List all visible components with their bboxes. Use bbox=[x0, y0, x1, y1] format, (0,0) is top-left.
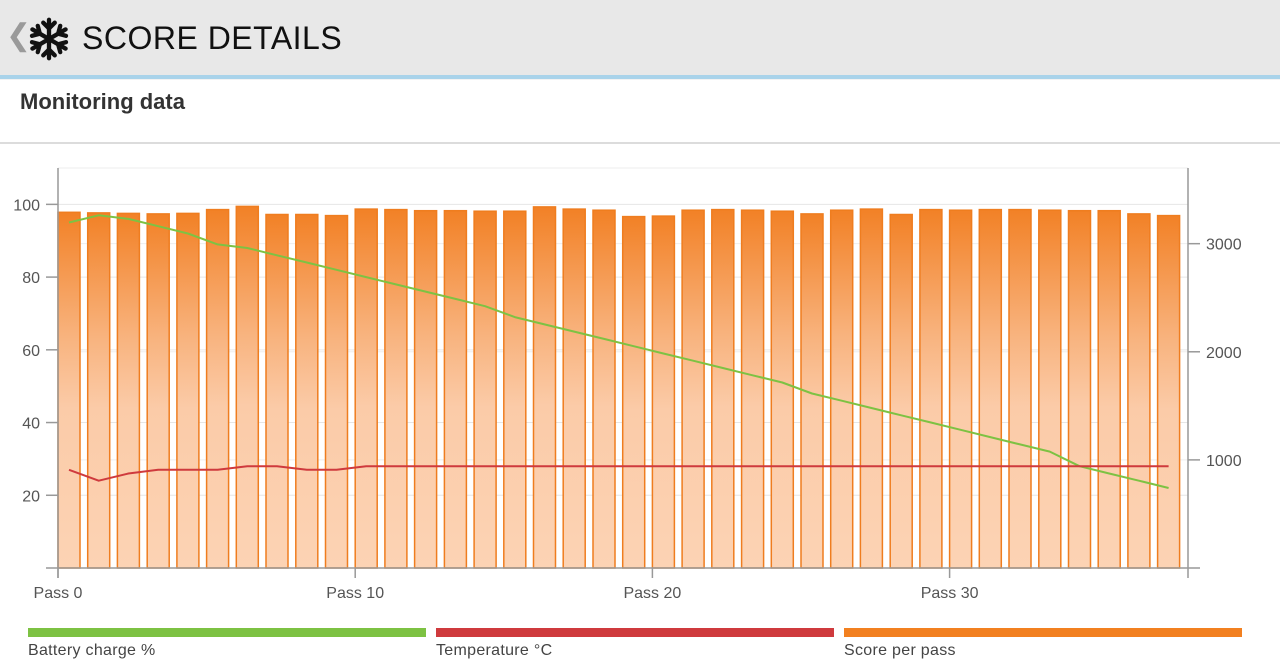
score-bar bbox=[354, 208, 378, 569]
score-bar bbox=[265, 213, 289, 569]
score-bar bbox=[829, 209, 854, 569]
axes: 20 40 60 80 100 1000 2000 3000 Pass 0 Pass 10 Pass… bbox=[13, 168, 1242, 602]
section-title: Monitoring data bbox=[20, 89, 185, 114]
y-left-tick-label: 80 bbox=[22, 270, 40, 287]
chart-svg: 20 40 60 80 100 1000 2000 3000 Pass 0 Pass 10 Pass… bbox=[13, 167, 1242, 602]
x-tick-label: Pass 0 bbox=[34, 585, 83, 602]
score-bar bbox=[859, 208, 884, 569]
score-bar bbox=[473, 210, 497, 569]
score-bar bbox=[770, 210, 795, 569]
y-right-tick-label: 1000 bbox=[1206, 453, 1242, 470]
legend-label-temperature: Temperature °C bbox=[436, 642, 553, 659]
y-left-tick-label: 100 bbox=[13, 197, 40, 214]
score-bar bbox=[711, 208, 735, 569]
legend-swatch-score bbox=[844, 628, 1242, 637]
score-bar bbox=[740, 209, 765, 569]
x-tick-label: Pass 20 bbox=[623, 585, 681, 602]
score-bar bbox=[1097, 209, 1121, 569]
score-bar bbox=[384, 208, 408, 569]
top-bar: ❮ SCORE DETAILS bbox=[0, 0, 1280, 75]
back-chevron-icon[interactable]: ❮ bbox=[6, 19, 32, 52]
line-series bbox=[68, 214, 1169, 489]
score-bar bbox=[116, 212, 141, 569]
legend-label-score: Score per pass bbox=[844, 642, 956, 659]
legend-temperature[interactable]: Temperature °C bbox=[436, 628, 834, 668]
score-bar bbox=[978, 208, 1003, 569]
score-bar bbox=[562, 208, 586, 569]
score-bar bbox=[443, 209, 468, 569]
score-bar bbox=[919, 208, 943, 569]
y-left-tick-label: 40 bbox=[22, 416, 40, 433]
legend-label-battery: Battery charge % bbox=[28, 642, 156, 659]
score-bar bbox=[651, 215, 676, 569]
legend-swatch-battery bbox=[28, 628, 426, 637]
monitoring-chart: 20 40 60 80 100 1000 2000 3000 Pass 0 Pass 10 Pass… bbox=[0, 144, 1280, 670]
y-left-tick-label: 20 bbox=[22, 488, 40, 505]
score-bar bbox=[1156, 214, 1181, 569]
section-header: Monitoring data bbox=[0, 80, 1280, 144]
score-bar bbox=[413, 209, 438, 569]
legend-swatch-temperature bbox=[436, 628, 834, 637]
legend-battery[interactable]: Battery charge % bbox=[28, 628, 426, 668]
score-bar bbox=[889, 213, 913, 569]
score-bar bbox=[1067, 209, 1092, 569]
score-bar bbox=[948, 209, 973, 569]
score-bar bbox=[235, 205, 260, 569]
score-bar bbox=[503, 210, 527, 569]
y-right-tick-label: 2000 bbox=[1206, 345, 1242, 362]
score-bar bbox=[681, 209, 705, 569]
score-bar bbox=[205, 208, 230, 569]
x-tick-label: Pass 30 bbox=[921, 585, 979, 602]
score-bar bbox=[592, 209, 616, 569]
score-bar bbox=[1127, 213, 1151, 569]
page-title: SCORE DETAILS bbox=[82, 20, 343, 56]
score-bar bbox=[621, 215, 646, 569]
score-bar bbox=[86, 212, 111, 569]
y-right-tick-label: 3000 bbox=[1206, 237, 1242, 254]
battery-line bbox=[68, 214, 1169, 489]
temperature-line bbox=[68, 465, 1169, 482]
y-left-tick-label: 60 bbox=[22, 343, 40, 360]
snowflake-icon bbox=[29, 17, 69, 61]
bar-series bbox=[57, 205, 1181, 569]
score-bar bbox=[146, 213, 170, 569]
score-bar bbox=[295, 213, 319, 569]
score-bar bbox=[1038, 209, 1062, 569]
legend-score[interactable]: Score per pass bbox=[844, 628, 1242, 668]
score-bar bbox=[176, 212, 200, 569]
x-tick-label: Pass 10 bbox=[326, 585, 384, 602]
header-divider bbox=[0, 75, 1280, 79]
score-bar bbox=[532, 206, 557, 569]
score-bar bbox=[57, 211, 81, 569]
score-bar bbox=[1008, 208, 1032, 569]
